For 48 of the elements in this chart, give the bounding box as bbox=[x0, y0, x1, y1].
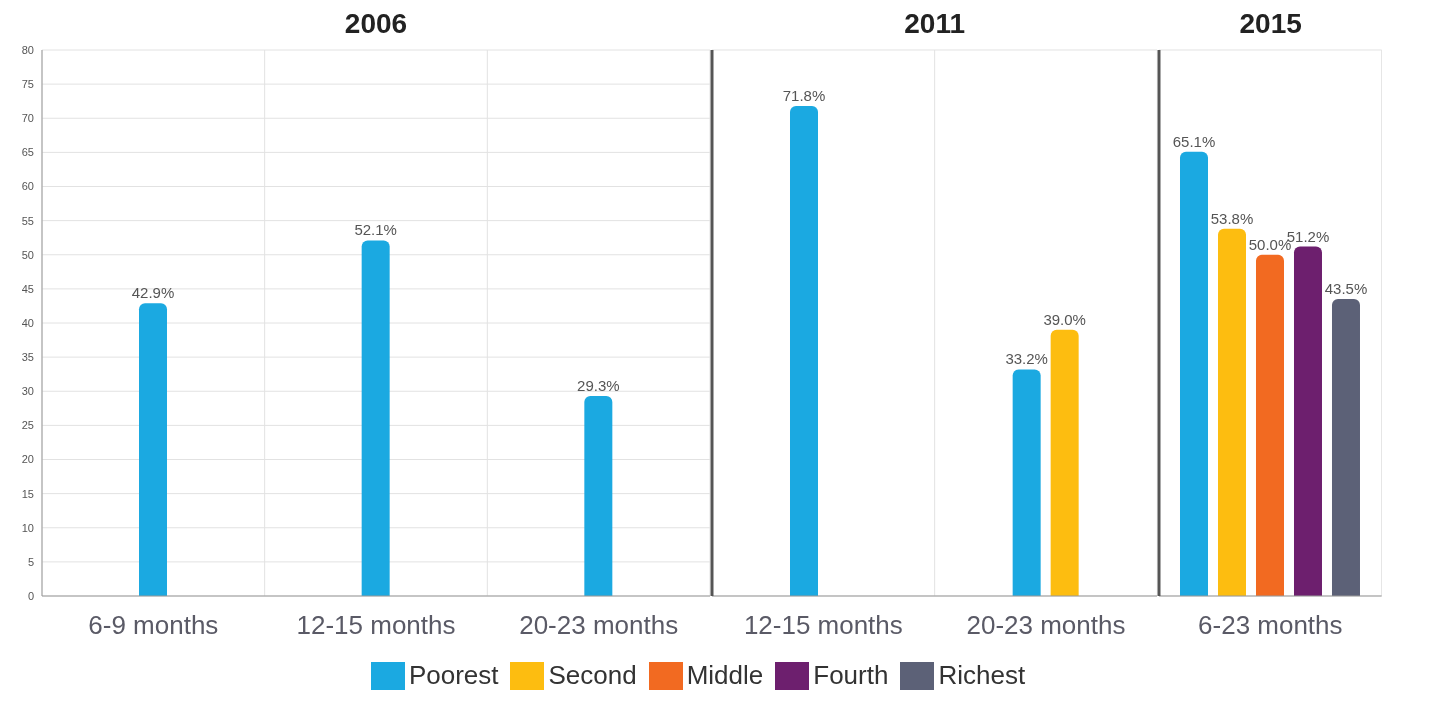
legend-label: Richest bbox=[938, 660, 1026, 691]
y-tick-label: 25 bbox=[21, 419, 34, 432]
x-tick-label: 12-15 months bbox=[743, 610, 903, 641]
y-tick-label: 60 bbox=[21, 180, 34, 193]
y-tick-label: 20 bbox=[21, 453, 34, 466]
x-tick-label: 20-23 months bbox=[519, 610, 679, 641]
data-label: 71.8% bbox=[782, 86, 826, 104]
y-tick-label: 50 bbox=[21, 248, 34, 261]
y-tick-label: 30 bbox=[21, 385, 34, 398]
bar bbox=[1256, 254, 1285, 596]
data-label: 52.1% bbox=[354, 221, 397, 239]
data-label: 29.3% bbox=[577, 377, 620, 395]
data-label: 65.1% bbox=[1173, 132, 1216, 150]
legend-label: Fourth bbox=[813, 660, 889, 691]
data-label: 33.2% bbox=[1005, 350, 1048, 368]
y-tick-label: 75 bbox=[21, 78, 34, 91]
bar bbox=[1180, 151, 1209, 596]
bar bbox=[1218, 228, 1247, 596]
y-tick-label: 5 bbox=[27, 555, 34, 568]
y-tick-label: 80 bbox=[21, 43, 34, 56]
y-tick-label: 15 bbox=[21, 487, 34, 500]
legend-label: Second bbox=[548, 660, 637, 691]
data-label: 43.5% bbox=[1325, 280, 1368, 298]
y-tick-label: 35 bbox=[21, 351, 34, 364]
x-tick-label: 6-23 months bbox=[1198, 610, 1343, 641]
chart-title: 2006 bbox=[343, 8, 409, 41]
bar bbox=[1332, 299, 1361, 596]
bar bbox=[1294, 246, 1323, 596]
legend-label: Poorest bbox=[408, 660, 499, 691]
y-tick-label: 70 bbox=[21, 112, 34, 125]
y-tick-label: 40 bbox=[21, 316, 34, 329]
data-label: 39.0% bbox=[1043, 310, 1086, 328]
y-tick-label: 55 bbox=[21, 214, 34, 227]
bar bbox=[584, 396, 613, 596]
data-label: 42.9% bbox=[131, 284, 175, 302]
legend-label: Middle bbox=[686, 660, 764, 691]
bar bbox=[139, 303, 167, 596]
y-tick-label: 65 bbox=[21, 146, 34, 159]
chart-title: 2011 bbox=[903, 8, 967, 41]
chart-title: 2015 bbox=[1238, 8, 1303, 41]
x-tick-label: 20-23 months bbox=[966, 610, 1126, 641]
y-tick-label: 10 bbox=[21, 521, 34, 534]
bar bbox=[361, 240, 390, 596]
y-tick-label: 45 bbox=[21, 282, 34, 295]
x-tick-label: 6-9 months bbox=[88, 610, 219, 641]
x-tick-label: 12-15 months bbox=[296, 610, 456, 641]
y-tick-label: 0 bbox=[27, 589, 34, 602]
data-label: 53.8% bbox=[1211, 209, 1254, 227]
